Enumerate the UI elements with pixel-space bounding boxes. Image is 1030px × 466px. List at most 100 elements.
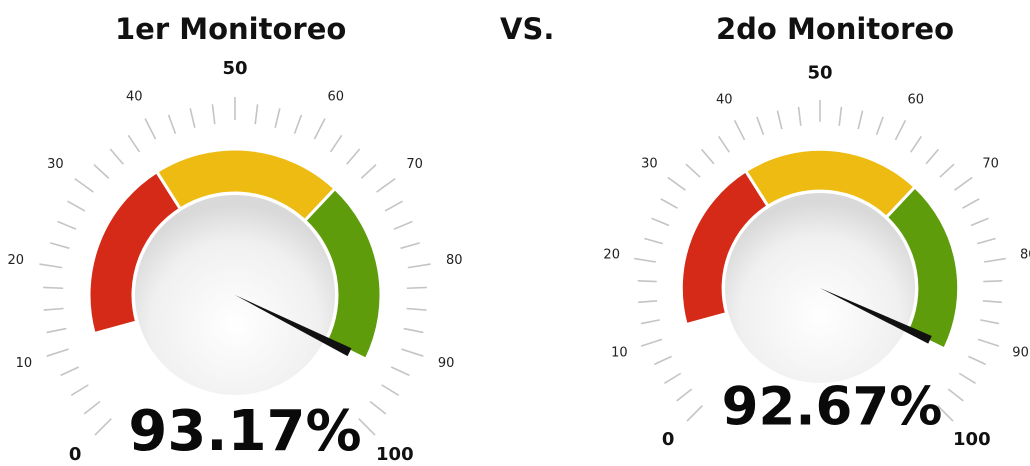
major-tick-label-50: 50 [807, 62, 832, 83]
tick-label-80: 80 [1020, 248, 1030, 263]
tick-mark [664, 372, 682, 384]
tick-mark [313, 118, 326, 140]
tick-mark [875, 116, 884, 135]
tick-mark [970, 217, 989, 227]
tick-label-30: 30 [641, 157, 658, 172]
tick-mark [654, 355, 672, 366]
tick-mark [939, 163, 955, 178]
tick-mark [936, 404, 954, 422]
tick-mark [717, 135, 730, 153]
tick-label-90: 90 [438, 356, 455, 371]
tick-mark [390, 366, 410, 377]
tick-mark [676, 388, 693, 402]
tick-mark [756, 116, 765, 135]
tick-mark [910, 135, 923, 153]
tick-mark [381, 384, 400, 397]
tick-mark [968, 355, 986, 366]
gauge-value-label: 93.17% [128, 399, 361, 464]
tick-label-40: 40 [126, 90, 143, 105]
tick-mark [640, 338, 663, 347]
tick-label-80: 80 [446, 253, 463, 268]
tick-mark [977, 338, 1000, 347]
tick-mark [369, 400, 387, 415]
tick-mark [857, 110, 864, 130]
tick-mark [925, 148, 940, 165]
tick-mark [109, 148, 124, 165]
tick-mark [67, 200, 86, 212]
tick-mark [700, 148, 715, 165]
tick-mark [407, 263, 431, 269]
tick-mark [49, 242, 70, 250]
tick-mark [360, 164, 377, 179]
tick-mark [686, 404, 704, 422]
tick-mark [144, 118, 157, 140]
major-tick-label-100: 100 [376, 444, 414, 465]
tick-mark [983, 280, 1003, 283]
second-monitoring-title: 2do Monitoreo [716, 12, 955, 46]
tick-label-90: 90 [1012, 346, 1029, 361]
tick-mark [984, 257, 1006, 263]
tick-mark [94, 418, 112, 436]
tick-mark [43, 286, 64, 290]
tick-mark [406, 307, 427, 311]
tick-mark [954, 176, 973, 191]
tick-mark [634, 257, 656, 263]
tick-mark [57, 220, 77, 230]
tick-mark [980, 319, 1000, 325]
green-band [302, 186, 383, 362]
tick-label-20: 20 [603, 248, 620, 263]
tick-mark [93, 164, 110, 179]
tick-mark [977, 237, 996, 245]
tick-mark [651, 217, 670, 227]
tick-mark [894, 120, 907, 141]
tick-mark [403, 327, 424, 334]
tick-mark [958, 372, 976, 384]
tick-mark [947, 388, 964, 402]
tick-label-70: 70 [406, 157, 423, 172]
tick-mark [46, 327, 67, 334]
versus-label: VS. [500, 12, 555, 46]
green-band [884, 184, 961, 352]
tick-mark [962, 198, 980, 209]
tick-mark [167, 114, 177, 134]
tick-mark [401, 348, 424, 357]
tick-label-70: 70 [982, 157, 999, 172]
tick-mark [776, 110, 783, 130]
tick-mark [393, 220, 413, 230]
tick-mark [376, 177, 396, 193]
first-monitoring-gauge: 10 20 30 40 60 70 80 90 0 50 100 93.17% [7, 58, 463, 465]
gauge-needle [820, 288, 932, 344]
tick-mark [667, 176, 686, 191]
tick-mark [640, 319, 660, 325]
tick-mark [797, 106, 802, 126]
major-tick-label-100: 100 [953, 429, 991, 450]
first-monitoring-title: 1er Monitoreo [115, 12, 347, 46]
tick-mark [43, 307, 64, 311]
tick-mark [127, 134, 141, 153]
tick-label-60: 60 [328, 90, 345, 105]
major-tick-label-0: 0 [69, 444, 82, 465]
major-tick-label-0: 0 [662, 429, 675, 450]
tick-mark [638, 300, 658, 304]
tick-mark [982, 300, 1002, 304]
tick-mark [293, 114, 303, 134]
tick-mark [189, 108, 196, 128]
tick-label-30: 30 [47, 157, 64, 172]
tick-mark [346, 148, 361, 165]
tick-mark [70, 384, 89, 397]
tick-mark [60, 366, 80, 377]
tick-mark [660, 198, 678, 209]
tick-mark [838, 106, 843, 126]
gauge-needle [235, 295, 352, 357]
tick-label-10: 10 [16, 356, 33, 371]
second-monitoring-gauge: 10 20 30 40 60 70 80 90 0 50 100 92.67% [603, 62, 1030, 450]
tick-label-60: 60 [907, 93, 924, 108]
tick-mark [406, 286, 427, 290]
tick-mark [254, 104, 259, 125]
gauge-value-label: 92.67% [722, 377, 943, 438]
tick-mark [644, 237, 663, 245]
tick-mark [211, 104, 216, 125]
major-tick-label-50: 50 [222, 58, 247, 79]
tick-mark [83, 400, 101, 415]
tick-label-20: 20 [7, 253, 24, 268]
